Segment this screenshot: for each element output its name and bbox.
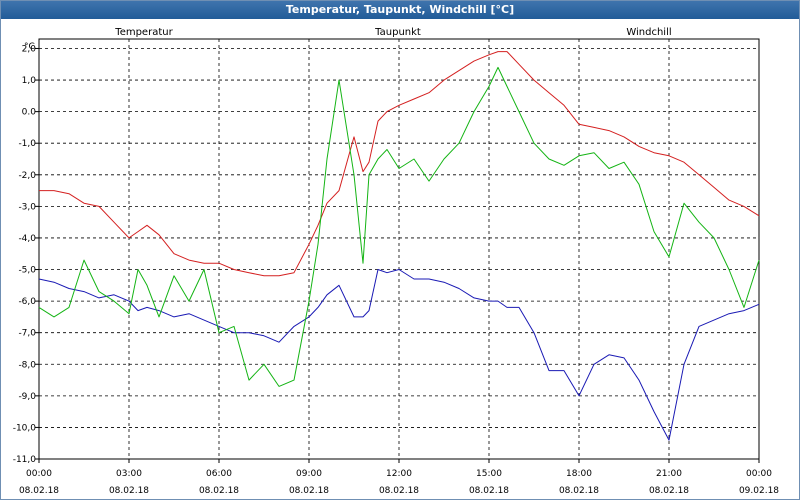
y-tick-label: -2,0 (18, 171, 36, 181)
x-tick-date-label: 08.02.18 (379, 486, 419, 496)
y-tick-label: -9,0 (18, 392, 36, 402)
y-tick-label: -7,0 (18, 329, 36, 339)
x-tick-date-label: 08.02.18 (469, 486, 509, 496)
axis-ticks: 2,0 1,0 0.0 -1,0 -2,0 -3,0 -4,0 -5,0 -6,0 -7,0 -8,… (13, 44, 780, 496)
x-tick-date-label: 08.02.18 (199, 486, 239, 496)
x-tick-date-label: 08.02.18 (109, 486, 149, 496)
x-tick-date-label: 08.02.18 (19, 486, 59, 496)
x-tick-time-label: 03:00 (116, 469, 142, 479)
legend-windchill: Windchill (626, 27, 671, 38)
x-tick-time-label: 00:00 (26, 469, 52, 479)
temperature-chart: 2,0 1,0 0.0 -1,0 -2,0 -3,0 -4,0 -5,0 -6,0 -7,0 -8,… (13, 27, 780, 496)
x-tick-date-label: 08.02.18 (559, 486, 599, 496)
legend-temperatur: Temperatur (114, 27, 173, 38)
y-tick-label: -6,0 (18, 297, 36, 307)
series-line-taupunkt (38, 269, 760, 441)
x-tick-time-label: 06:00 (206, 469, 232, 479)
x-tick-time-label: 18:00 (566, 469, 592, 479)
series-lines (38, 51, 760, 441)
grid-lines (39, 39, 759, 460)
y-tick-label: 2,0 (22, 44, 37, 54)
y-tick-label: -1,0 (18, 139, 36, 149)
x-tick-time-label: 12:00 (386, 469, 412, 479)
x-tick-time-label: 00:00 (746, 469, 772, 479)
y-tick-label: -5,0 (18, 266, 36, 276)
series-line-temperatur (39, 51, 760, 277)
x-tick-time-label: 09:00 (296, 469, 322, 479)
x-tick-time-label: 21:00 (656, 469, 682, 479)
x-tick-date-label: 09.02.18 (739, 486, 779, 496)
y-axis-unit-label: °C (24, 42, 35, 52)
y-tick-label: 1,0 (22, 76, 37, 86)
x-tick-date-label: 08.02.18 (289, 486, 329, 496)
series-line-windchill (38, 66, 760, 387)
x-tick-time-label: 15:00 (476, 469, 502, 479)
y-tick-label: -8,0 (18, 360, 36, 370)
y-tick-label: -10,0 (13, 423, 37, 433)
chart-title: Temperatur, Taupunkt, Windchill [°C] (1, 1, 799, 19)
y-tick-label: -3,0 (18, 202, 36, 212)
y-tick-label: -4,0 (18, 234, 36, 244)
x-tick-date-label: 08.02.18 (649, 486, 689, 496)
legend-taupunkt: Taupunkt (374, 27, 421, 38)
y-tick-label: -11,0 (13, 455, 37, 465)
y-tick-label: 0.0 (22, 108, 37, 118)
